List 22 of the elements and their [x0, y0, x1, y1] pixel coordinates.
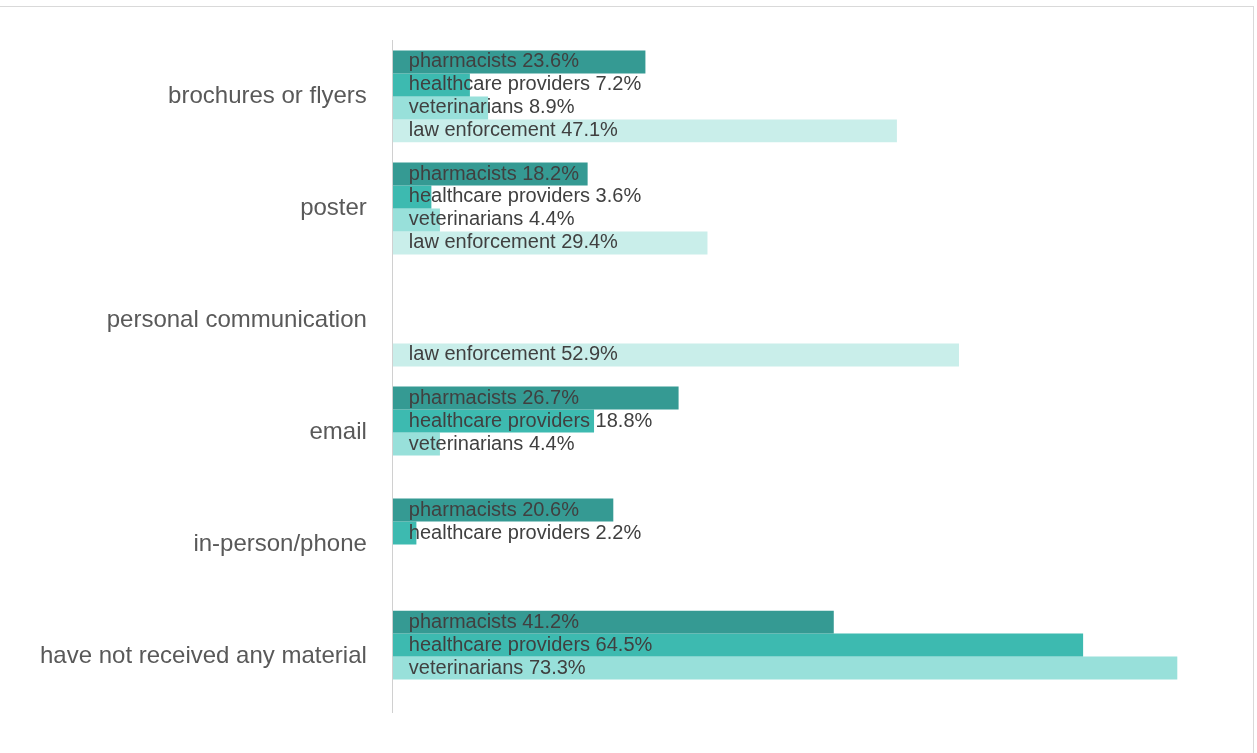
data-label: law enforcement 52.9%	[408, 342, 619, 365]
data-label: veterinarians 73.3%	[408, 655, 586, 678]
data-label: pharmacists 20.6%	[408, 497, 580, 520]
data-label: healthcare providers 18.8%	[408, 408, 653, 431]
data-label: healthcare providers 64.5%	[408, 632, 653, 655]
data-label: law enforcement 47.1%	[408, 118, 619, 141]
data-label: pharmacists 26.7%	[408, 385, 580, 408]
y-tick-label: in-person/phone	[193, 529, 367, 557]
data-label: pharmacists 23.6%	[408, 49, 580, 72]
bar	[392, 656, 1178, 680]
y-tick-label: email	[309, 417, 367, 445]
bar	[392, 343, 959, 367]
y-tick-label: brochures or flyers	[168, 81, 367, 109]
data-label: veterinarians 4.4%	[408, 431, 575, 454]
data-label: law enforcement 29.4%	[408, 230, 619, 253]
bar	[392, 633, 1084, 657]
y-tick-label: poster	[300, 193, 367, 221]
data-label: veterinarians 4.4%	[408, 207, 575, 230]
data-label: pharmacists 41.2%	[408, 609, 580, 632]
data-label: pharmacists 18.2%	[408, 161, 580, 184]
y-tick-label: have not received any material	[39, 641, 367, 669]
y-tick-label: personal communication	[106, 305, 367, 333]
